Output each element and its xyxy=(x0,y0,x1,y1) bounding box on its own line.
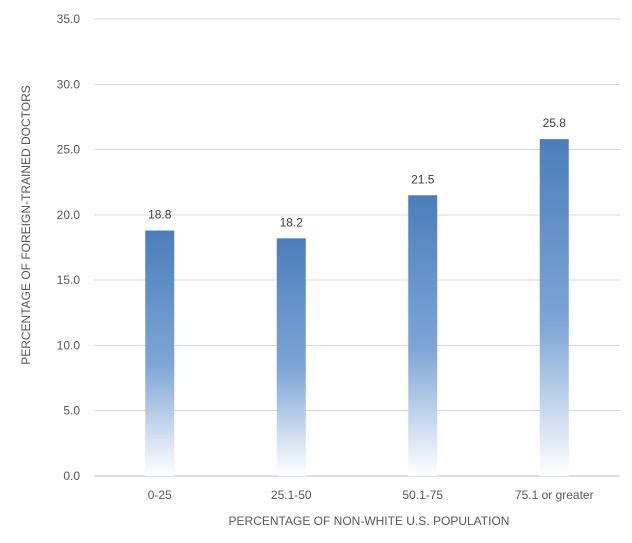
x-axis-title: PERCENTAGE OF NON-WHITE U.S. POPULATION xyxy=(229,514,510,528)
x-axis-ticks: 0-25 25.1-50 50.1-75 75.1 or greater xyxy=(148,488,594,502)
bar xyxy=(408,195,438,476)
y-tick-label: 30.0 xyxy=(57,77,81,91)
bar xyxy=(539,139,569,476)
data-label: 18.8 xyxy=(148,208,172,222)
y-tick-label: 20.0 xyxy=(57,208,81,222)
y-tick-label: 25.0 xyxy=(57,143,81,157)
x-tick-label: 75.1 or greater xyxy=(515,488,594,502)
bars xyxy=(145,139,569,476)
data-labels: 18.8 18.2 21.5 25.8 xyxy=(148,116,566,229)
data-label: 18.2 xyxy=(280,215,304,229)
y-axis-ticks: 0.0 5.0 10.0 15.0 20.0 25.0 30.0 35.0 xyxy=(57,12,81,483)
x-tick-label: 50.1-75 xyxy=(402,488,443,502)
bar xyxy=(145,230,175,476)
gridlines xyxy=(94,18,620,477)
y-tick-label: 35.0 xyxy=(57,12,81,26)
data-label: 21.5 xyxy=(411,172,435,186)
data-label: 25.8 xyxy=(543,116,567,130)
y-tick-label: 5.0 xyxy=(63,404,80,418)
bar xyxy=(276,238,306,476)
y-tick-label: 0.0 xyxy=(63,469,80,483)
x-tick-label: 0-25 xyxy=(148,488,172,502)
y-tick-label: 10.0 xyxy=(57,338,81,352)
y-tick-label: 15.0 xyxy=(57,273,81,287)
x-tick-label: 25.1-50 xyxy=(271,488,312,502)
y-axis-title: PERCENTAGE OF FOREIGN-TRAINED DOCTORS xyxy=(19,85,33,365)
